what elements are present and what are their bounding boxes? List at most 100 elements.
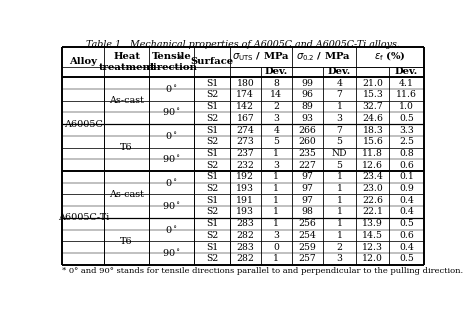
Text: 93: 93: [301, 114, 313, 123]
Text: S2: S2: [206, 137, 218, 146]
Text: 0.9: 0.9: [399, 184, 414, 193]
Text: 1: 1: [337, 184, 342, 193]
Text: 14.5: 14.5: [362, 231, 383, 240]
Text: S1: S1: [206, 149, 218, 158]
Text: 1: 1: [337, 207, 342, 216]
Text: 254: 254: [298, 231, 316, 240]
Text: 273: 273: [237, 137, 254, 146]
Text: 96: 96: [301, 91, 313, 100]
Text: 235: 235: [298, 149, 316, 158]
Text: 274: 274: [237, 126, 254, 135]
Text: $\sigma_{0.2}$ / MPa: $\sigma_{0.2}$ / MPa: [296, 50, 351, 63]
Text: 0.8: 0.8: [399, 149, 414, 158]
Text: 2: 2: [337, 243, 342, 252]
Text: $\varepsilon_{\rm f}$ (%): $\varepsilon_{\rm f}$ (%): [374, 50, 406, 63]
Text: 0: 0: [273, 243, 279, 252]
Text: 99: 99: [301, 79, 313, 88]
Text: Dev.: Dev.: [264, 67, 288, 77]
Text: 90$^\circ$: 90$^\circ$: [162, 200, 181, 212]
Text: Table 1   Mechanical properties of A6005C and A6005C-Ti alloys.: Table 1 Mechanical properties of A6005C …: [86, 39, 400, 49]
Text: 3.3: 3.3: [399, 126, 414, 135]
Text: 90$^\circ$: 90$^\circ$: [162, 247, 181, 259]
Text: 4: 4: [273, 126, 279, 135]
Text: As-cast: As-cast: [109, 190, 144, 199]
Text: 0.4: 0.4: [399, 207, 414, 216]
Text: 7: 7: [337, 91, 342, 100]
Text: 0$^\circ$: 0$^\circ$: [165, 224, 178, 235]
Text: $\sigma_{\rm UTS}$ / MPa: $\sigma_{\rm UTS}$ / MPa: [232, 50, 290, 63]
Text: 1: 1: [273, 172, 279, 181]
Text: 5: 5: [273, 137, 279, 146]
Text: 12.6: 12.6: [362, 161, 383, 169]
Text: Tensile
direction: Tensile direction: [146, 52, 197, 72]
Text: Heat
treatment: Heat treatment: [99, 52, 155, 72]
Text: S2: S2: [206, 161, 218, 169]
Text: ND: ND: [332, 149, 347, 158]
Text: * 0° and 90° stands for tensile directions parallel to and perpendicular to the : * 0° and 90° stands for tensile directio…: [63, 267, 464, 275]
Text: 15.6: 15.6: [362, 137, 383, 146]
Text: 1: 1: [273, 184, 279, 193]
Text: 1: 1: [337, 219, 342, 228]
Text: S1: S1: [206, 243, 218, 252]
Text: 2: 2: [273, 102, 279, 111]
Text: 3: 3: [273, 161, 279, 169]
Text: 11.6: 11.6: [396, 91, 417, 100]
Text: 15.3: 15.3: [362, 91, 383, 100]
Text: 1.0: 1.0: [399, 102, 414, 111]
Text: 1: 1: [273, 149, 279, 158]
Text: 259: 259: [298, 243, 316, 252]
Text: S1: S1: [206, 126, 218, 135]
Text: S2: S2: [206, 207, 218, 216]
Text: 23.4: 23.4: [362, 172, 383, 181]
Text: 1: 1: [273, 196, 279, 205]
Text: 2.5: 2.5: [399, 137, 414, 146]
Text: A6005C: A6005C: [64, 120, 103, 129]
Text: 1: 1: [273, 254, 279, 263]
Text: 12.3: 12.3: [362, 243, 383, 252]
Text: 89: 89: [301, 102, 313, 111]
Text: 1: 1: [337, 102, 342, 111]
Text: 1: 1: [273, 207, 279, 216]
Text: 193: 193: [237, 207, 254, 216]
Text: T6: T6: [120, 237, 133, 246]
Text: 7: 7: [337, 126, 342, 135]
Text: Surface: Surface: [191, 58, 234, 67]
Text: 260: 260: [298, 137, 316, 146]
Text: 266: 266: [298, 126, 316, 135]
Text: 22.6: 22.6: [362, 196, 383, 205]
Text: 0.5: 0.5: [399, 254, 414, 263]
Text: 0.4: 0.4: [399, 196, 414, 205]
Text: 282: 282: [237, 254, 254, 263]
Text: 5: 5: [337, 137, 342, 146]
Text: *: *: [178, 54, 182, 63]
Text: 283: 283: [237, 243, 254, 252]
Text: 0$^\circ$: 0$^\circ$: [165, 83, 178, 95]
Text: 3: 3: [273, 231, 279, 240]
Text: 192: 192: [236, 172, 254, 181]
Text: 232: 232: [237, 161, 254, 169]
Text: 5: 5: [337, 161, 342, 169]
Text: Alloy: Alloy: [69, 58, 97, 67]
Text: 3: 3: [337, 114, 342, 123]
Text: S2: S2: [206, 114, 218, 123]
Text: 3: 3: [337, 254, 342, 263]
Text: 227: 227: [298, 161, 316, 169]
Text: S1: S1: [206, 79, 218, 88]
Text: 191: 191: [236, 196, 254, 205]
Text: 24.6: 24.6: [362, 114, 383, 123]
Text: 283: 283: [237, 219, 254, 228]
Text: 256: 256: [298, 219, 316, 228]
Text: S2: S2: [206, 184, 218, 193]
Text: S1: S1: [206, 219, 218, 228]
Text: Dev.: Dev.: [328, 67, 351, 77]
Text: 282: 282: [237, 231, 254, 240]
Text: 193: 193: [237, 184, 254, 193]
Text: 12.0: 12.0: [362, 254, 383, 263]
Text: 97: 97: [301, 172, 313, 181]
Text: 180: 180: [237, 79, 254, 88]
Text: 0.6: 0.6: [399, 231, 414, 240]
Text: 0.4: 0.4: [399, 243, 414, 252]
Text: 3: 3: [273, 114, 279, 123]
Text: 98: 98: [301, 207, 313, 216]
Text: 32.7: 32.7: [362, 102, 383, 111]
